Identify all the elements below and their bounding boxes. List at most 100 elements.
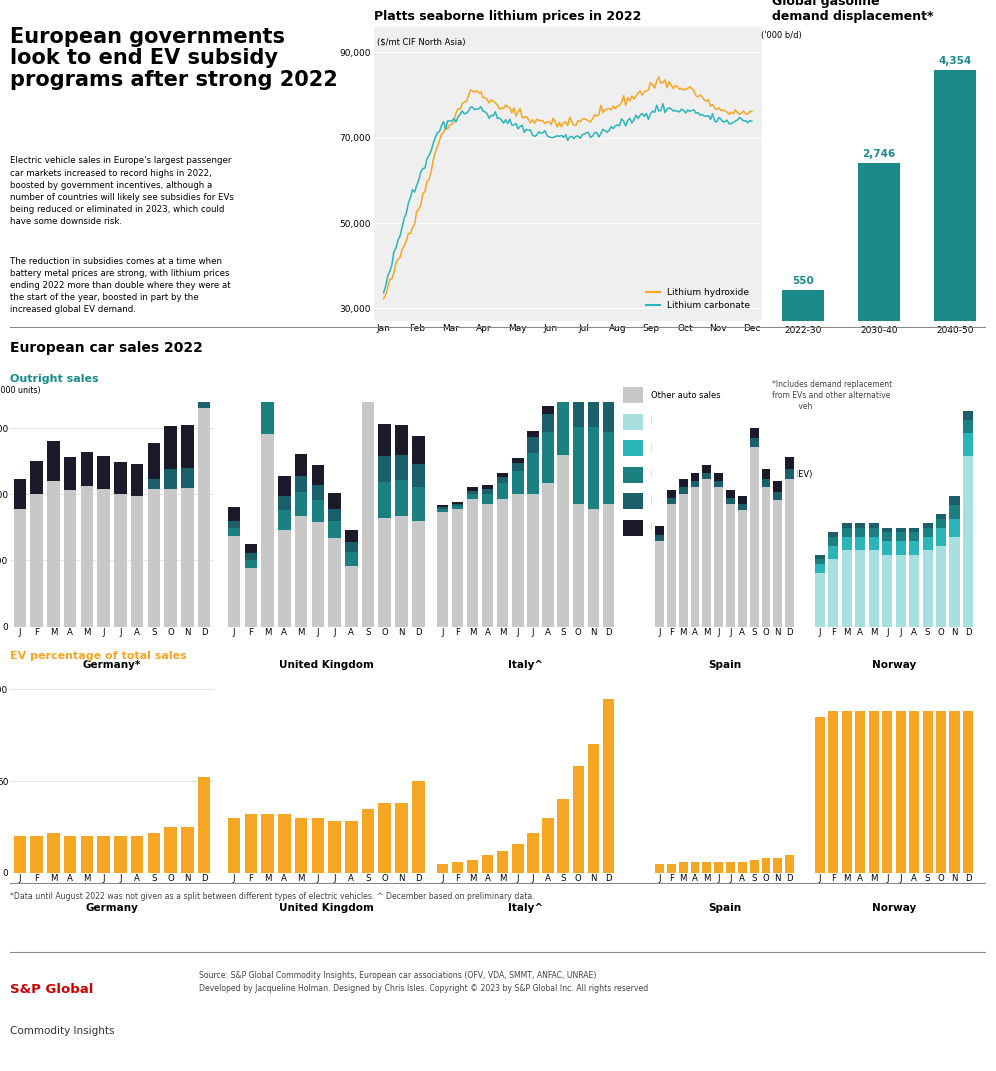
Text: Italy^: Italy^ xyxy=(508,903,543,912)
Bar xyxy=(603,503,615,627)
Bar xyxy=(936,518,946,528)
Bar xyxy=(245,554,257,560)
FancyBboxPatch shape xyxy=(622,440,643,456)
Bar xyxy=(785,457,794,469)
Bar xyxy=(782,289,824,321)
Bar xyxy=(543,483,554,627)
Bar xyxy=(573,379,584,391)
Bar xyxy=(726,489,735,498)
Bar xyxy=(702,862,711,873)
Bar xyxy=(436,863,448,873)
Bar xyxy=(436,509,448,512)
Bar xyxy=(702,465,711,473)
Bar xyxy=(64,489,77,627)
Bar xyxy=(667,503,675,627)
Bar xyxy=(395,455,407,480)
Bar xyxy=(278,510,291,530)
Bar xyxy=(228,522,240,528)
Bar xyxy=(98,836,110,873)
Bar xyxy=(295,493,308,516)
Bar xyxy=(895,541,905,555)
Bar xyxy=(869,550,878,627)
Bar xyxy=(655,526,664,534)
Bar xyxy=(909,528,919,532)
Bar xyxy=(655,863,664,873)
Bar xyxy=(278,496,291,510)
Bar xyxy=(815,716,825,873)
Text: Germany: Germany xyxy=(86,903,138,912)
Bar xyxy=(829,537,839,545)
Bar xyxy=(922,523,932,528)
Bar xyxy=(869,711,878,873)
Bar xyxy=(512,471,524,494)
Bar xyxy=(329,510,341,521)
Bar xyxy=(963,420,973,433)
Bar xyxy=(588,376,599,389)
Bar xyxy=(312,499,324,523)
Bar xyxy=(815,559,825,563)
Bar xyxy=(774,481,782,492)
Bar xyxy=(362,305,374,358)
Bar xyxy=(762,858,771,873)
Bar xyxy=(452,862,463,873)
Bar xyxy=(869,528,878,537)
Bar xyxy=(64,456,77,489)
Bar xyxy=(762,487,771,627)
Bar xyxy=(329,538,341,627)
Bar xyxy=(895,711,905,873)
Bar xyxy=(147,489,160,627)
Text: European car sales 2022: European car sales 2022 xyxy=(10,341,203,356)
Text: Plug-in hybrid electric vehicles (PHEV): Plug-in hybrid electric vehicles (PHEV) xyxy=(651,470,813,479)
Bar xyxy=(949,496,959,506)
Text: Global gasoline
demand displacement*: Global gasoline demand displacement* xyxy=(772,0,933,22)
Bar xyxy=(750,438,759,447)
Bar xyxy=(815,573,825,627)
Bar xyxy=(245,560,257,568)
Bar xyxy=(115,836,126,873)
Bar xyxy=(164,426,177,469)
Bar xyxy=(573,767,584,873)
Bar xyxy=(690,487,699,627)
Bar xyxy=(815,555,825,559)
Text: Other auto sales: Other auto sales xyxy=(651,391,721,399)
Bar xyxy=(842,711,852,873)
Bar xyxy=(573,427,584,503)
Bar xyxy=(295,454,308,477)
Bar xyxy=(588,744,599,873)
Bar xyxy=(774,492,782,500)
Bar xyxy=(412,487,424,521)
Bar xyxy=(762,469,771,480)
Bar xyxy=(261,434,274,627)
Bar xyxy=(527,494,539,627)
Bar xyxy=(702,473,711,480)
FancyBboxPatch shape xyxy=(622,493,643,509)
Bar xyxy=(558,363,569,389)
Bar xyxy=(909,532,919,541)
Bar xyxy=(882,541,892,555)
Bar xyxy=(936,514,946,518)
Bar xyxy=(588,427,599,509)
Text: Hybrid electric vehicles (HEV): Hybrid electric vehicles (HEV) xyxy=(651,443,777,453)
Bar xyxy=(261,814,274,873)
Bar xyxy=(345,530,358,542)
Bar xyxy=(934,70,976,321)
Bar xyxy=(98,456,110,489)
Bar xyxy=(726,498,735,503)
Text: Italy^: Italy^ xyxy=(508,660,543,670)
Bar xyxy=(936,545,946,627)
Bar xyxy=(573,503,584,627)
Bar xyxy=(922,528,932,537)
Bar xyxy=(842,528,852,537)
Text: *Includes demand replacement
from EVs and other alternative
fueled vehicles: *Includes demand replacement from EVs an… xyxy=(772,380,892,411)
Bar xyxy=(512,844,524,873)
Bar xyxy=(312,523,324,627)
Bar xyxy=(856,711,866,873)
Bar xyxy=(512,458,524,463)
Bar xyxy=(558,455,569,627)
Bar xyxy=(115,463,126,494)
Bar xyxy=(295,818,308,873)
Bar xyxy=(295,477,308,493)
Bar xyxy=(774,500,782,627)
Bar xyxy=(378,803,391,873)
Bar xyxy=(882,555,892,627)
